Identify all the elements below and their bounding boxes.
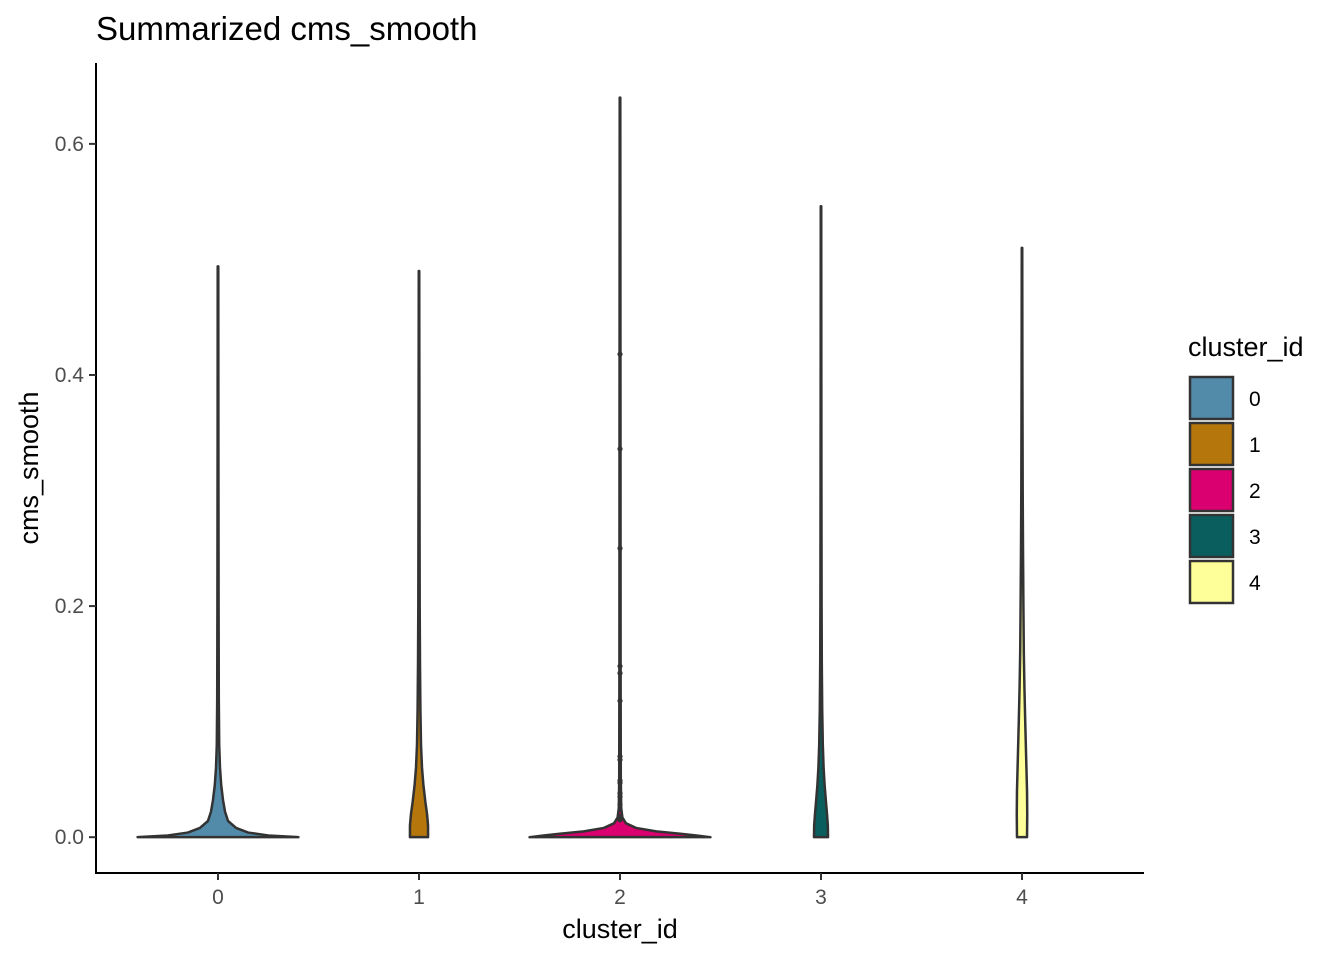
y-axis-ticks: 0.0 0.2 0.4 0.6 [55,133,96,849]
y-tick-label: 0.6 [55,133,84,156]
legend-swatch-0 [1188,375,1235,421]
legend-label: 2 [1249,480,1261,503]
outlier-point [617,351,623,357]
x-tick-label: 4 [1016,886,1028,909]
legend-label: 1 [1249,434,1261,457]
x-tick-label: 3 [815,886,827,909]
x-tick-label: 2 [614,886,626,909]
legend-swatch-2 [1188,467,1235,513]
outlier-point [617,802,623,808]
legend-title: cluster_id [1188,332,1304,362]
legend: cluster_id 0 1 2 3 4 [1188,332,1304,605]
outlier-point [617,757,623,763]
y-tick-label: 0.0 [55,826,84,849]
outlier-point [617,446,623,452]
legend-swatch-1 [1188,421,1235,467]
x-tick-label: 1 [413,886,425,909]
outlier-point [617,806,623,813]
outlier-point [617,780,623,786]
violin-3 [812,205,830,839]
x-axis-ticks: 0 1 2 3 4 [212,873,1028,909]
x-axis-title: cluster_id [562,914,678,944]
outlier-point [617,663,623,669]
legend-label: 4 [1249,572,1261,595]
violin-1 [408,269,430,839]
y-axis-title: cms_smooth [14,391,44,544]
x-tick-label: 0 [212,886,224,909]
violin-2 [528,96,712,839]
y-tick-label: 0.2 [55,595,84,618]
violin-4 [1015,246,1029,839]
legend-label: 3 [1249,526,1261,549]
outlier-point [617,545,623,551]
legend-swatch-4 [1188,559,1235,605]
outlier-point [617,794,623,800]
y-tick-label: 0.4 [55,364,85,387]
chart-title: Summarized cms_smooth [96,10,477,47]
plot-area [136,96,1029,839]
outlier-point [617,670,623,676]
legend-label: 0 [1249,388,1261,411]
outlier-point [617,698,623,704]
legend-swatch-3 [1188,513,1235,559]
violin-0 [136,265,300,839]
outlier-point [617,817,623,823]
